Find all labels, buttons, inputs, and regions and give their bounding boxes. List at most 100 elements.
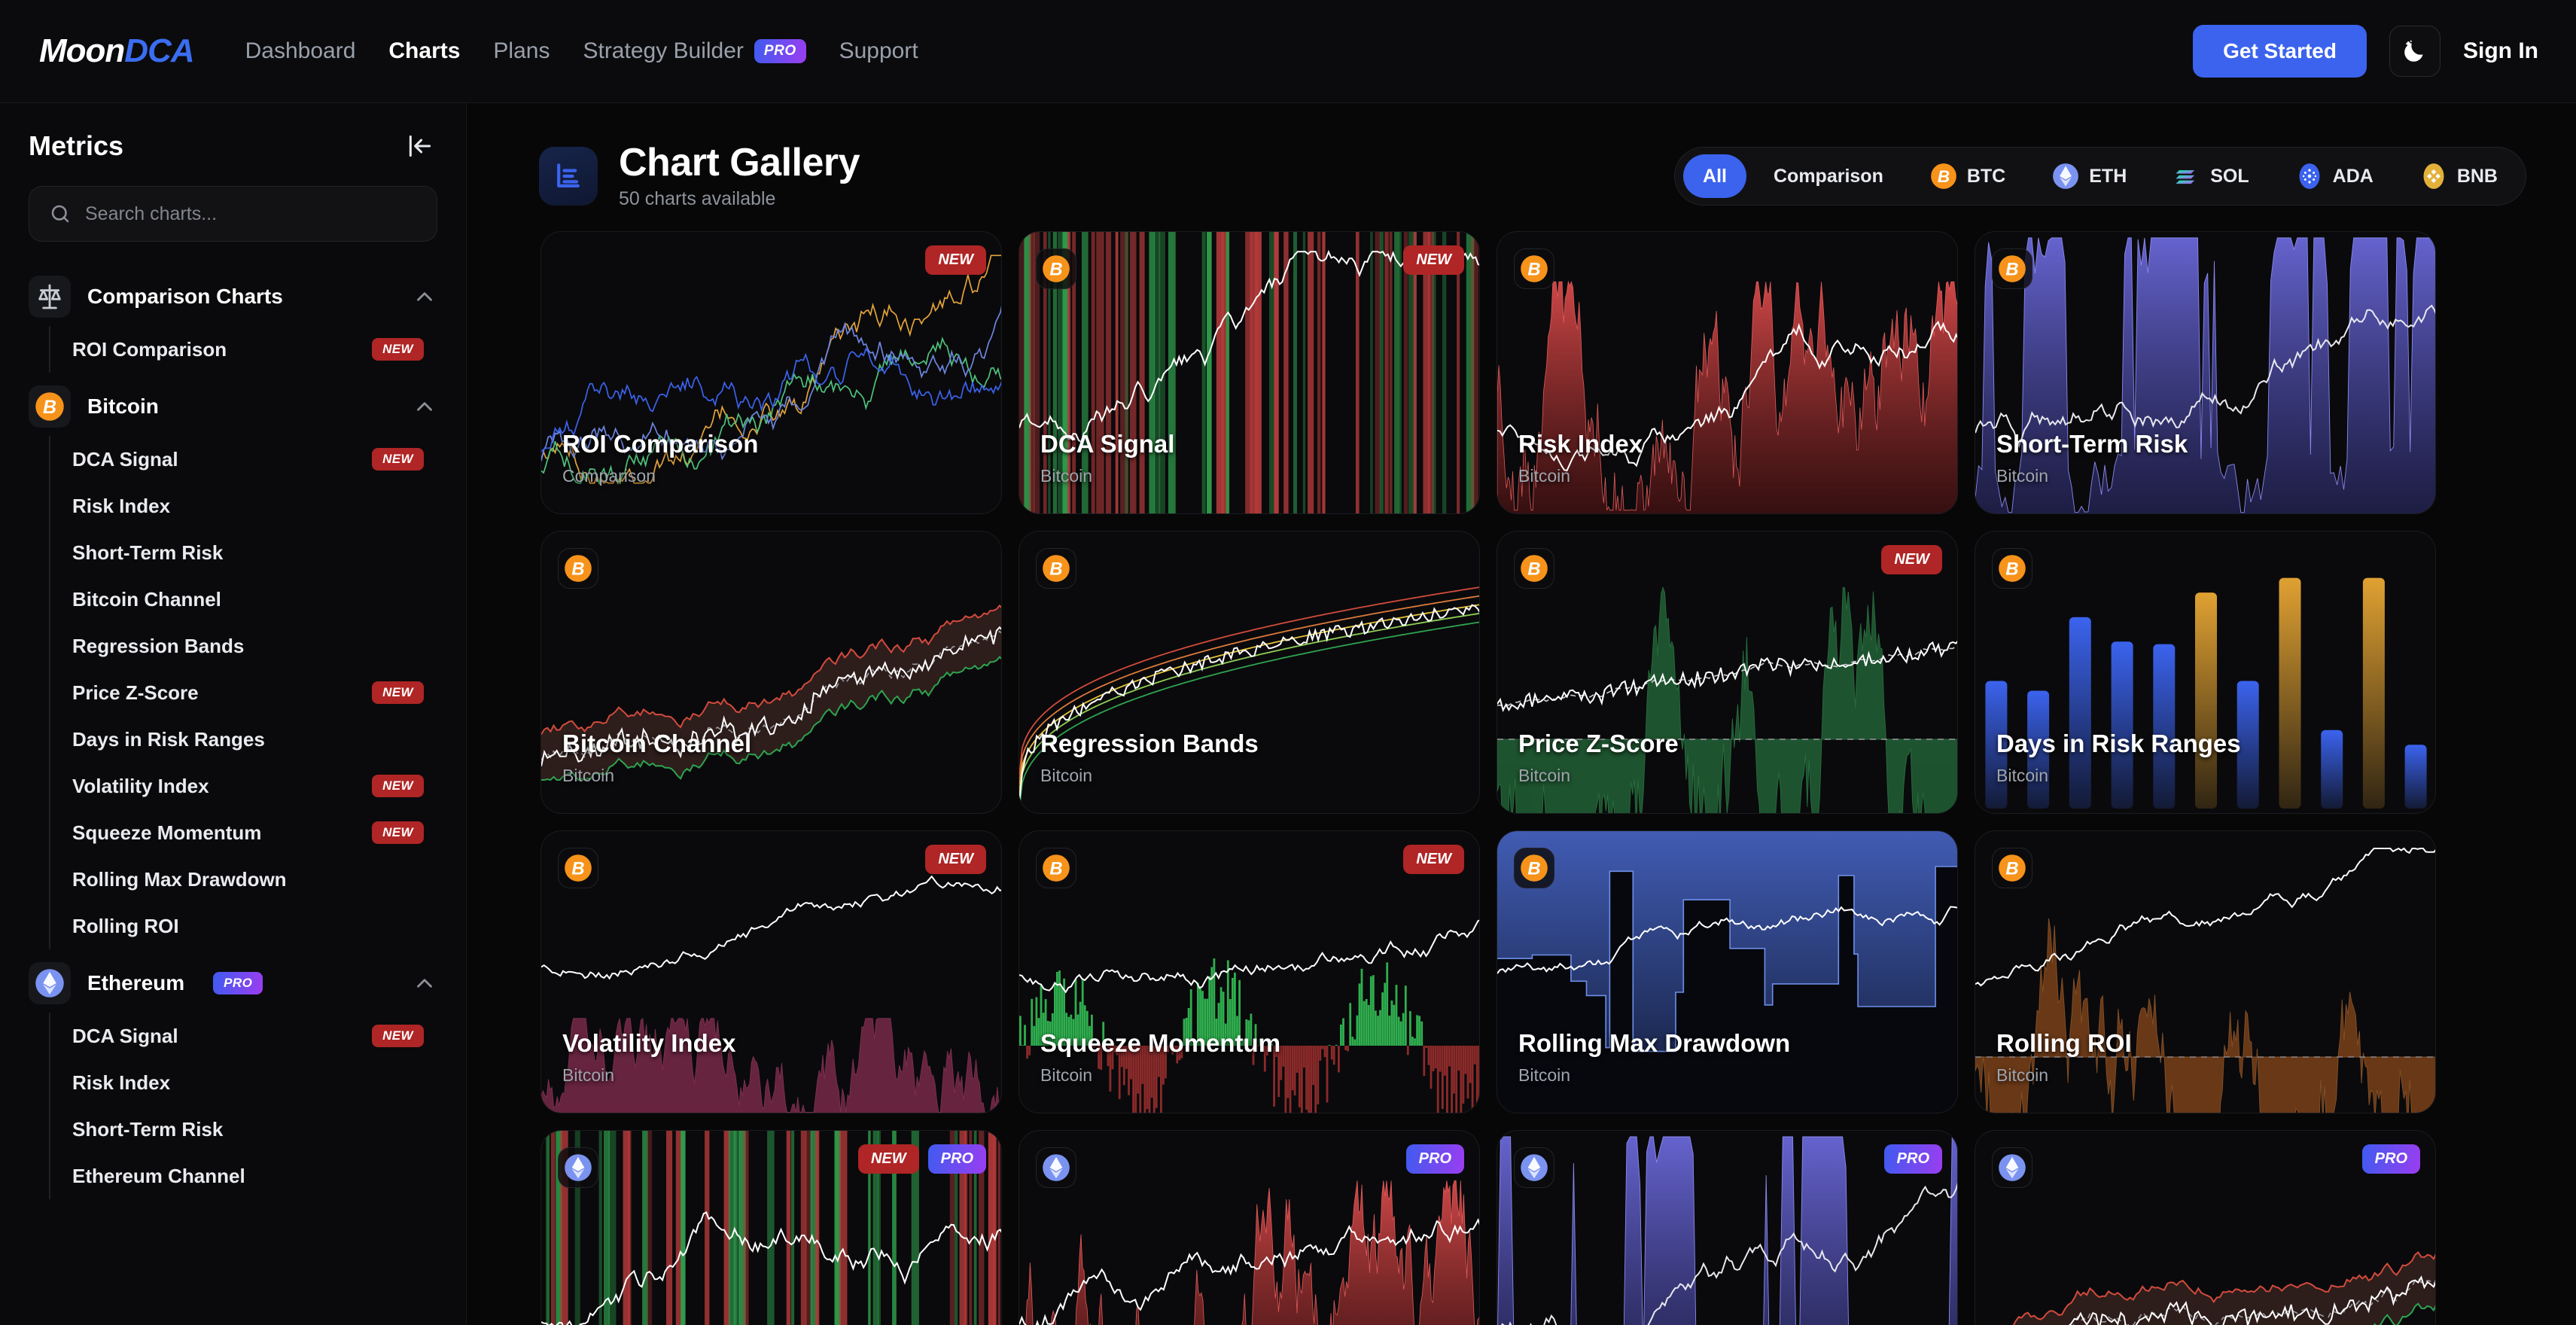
chart-card-volatility-index[interactable]: B NEW Volatility Index Bitcoin xyxy=(540,830,1002,1113)
chevron-up-icon[interactable] xyxy=(412,284,437,309)
chart-card-roi-comparison[interactable]: NEW ROI Comparison Comparison xyxy=(540,231,1002,514)
sidebar-group-list: Comparison Charts ROI Comparison NEW B Bitco… xyxy=(29,267,437,1199)
nav-link-plans[interactable]: Plans xyxy=(477,38,566,64)
top-navigation-bar: MoonDCA Dashboard Charts Plans Strategy Bui… xyxy=(0,0,2576,103)
sidebar-item-dca-signal[interactable]: DCA Signal NEW xyxy=(50,1013,437,1059)
sidebar-item-dca-signal[interactable]: DCA Signal NEW xyxy=(50,436,437,483)
filter-pill-comparison[interactable]: Comparison xyxy=(1754,154,1903,198)
chart-card-squeeze-momentum[interactable]: B NEW Squeeze Momentum Bitcoin xyxy=(1019,830,1480,1113)
pro-badge: PRO xyxy=(1883,1144,1942,1174)
sidebar-item-bitcoin-channel[interactable]: Bitcoin Channel xyxy=(50,576,437,623)
svg-text:B: B xyxy=(1527,259,1540,279)
sidebar-item-volatility-index[interactable]: Volatility Index NEW xyxy=(50,763,437,809)
chart-card-badges: PRO xyxy=(1405,1144,1464,1174)
get-started-button[interactable]: Get Started xyxy=(2193,25,2367,78)
sidebar-group-header[interactable]: Ethereum PRO xyxy=(29,954,437,1013)
sidebar-item-risk-index[interactable]: Risk Index xyxy=(50,1059,437,1106)
chart-card[interactable]: NEW PRO xyxy=(540,1130,1002,1325)
sidebar-item-roi-comparison[interactable]: ROI Comparison NEW xyxy=(50,326,437,373)
sidebar-search[interactable] xyxy=(29,186,437,242)
nav-link-charts[interactable]: Charts xyxy=(372,38,477,64)
bitcoin-icon: B xyxy=(1514,848,1554,888)
chart-card-text: Price Z-Score Bitcoin xyxy=(1518,730,1679,786)
sidebar-item-label: Risk Index xyxy=(72,494,171,517)
chart-card-title: Regression Bands xyxy=(1040,730,1259,757)
sidebar-collapse-button[interactable] xyxy=(403,129,437,163)
bitcoin-icon: B xyxy=(1992,248,2032,289)
chart-card-grid: NEW ROI Comparison Comparison B NEW DCA Signa… xyxy=(467,215,2576,1325)
brand-logo[interactable]: MoonDCA xyxy=(39,32,195,70)
sidebar-item-label: Regression Bands xyxy=(72,634,245,657)
sidebar-item-regression-bands[interactable]: Regression Bands xyxy=(50,623,437,669)
sidebar-item-rolling-roi[interactable]: Rolling ROI xyxy=(50,903,437,949)
filter-pill-bnb[interactable]: BNB xyxy=(2401,154,2517,198)
svg-text:B: B xyxy=(1049,559,1062,579)
sidebar-item-short-term-risk[interactable]: Short-Term Risk xyxy=(50,529,437,576)
sidebar-item-new-badge: NEW xyxy=(372,448,424,471)
chevron-up-icon[interactable] xyxy=(412,970,437,996)
chart-card-title: ROI Comparison xyxy=(562,430,759,458)
nav-link-label: Plans xyxy=(493,38,550,63)
chart-card-rolling-max-drawdown[interactable]: B Rolling Max Drawdown Bitcoin xyxy=(1497,830,1958,1113)
chart-card-dca-signal[interactable]: B NEW DCA Signal Bitcoin xyxy=(1019,231,1480,514)
chart-card-short-term-risk[interactable]: B Short-Term Risk Bitcoin xyxy=(1975,231,2436,514)
sidebar-group-header[interactable]: B Bitcoin xyxy=(29,377,437,436)
sidebar-item-squeeze-momentum[interactable]: Squeeze Momentum NEW xyxy=(50,809,437,856)
chart-card-subtitle: Bitcoin xyxy=(1518,1065,1571,1085)
moon-stars-icon xyxy=(2401,38,2428,65)
chart-card-subtitle: Bitcoin xyxy=(562,1065,615,1085)
chart-card[interactable]: PRO xyxy=(1975,1130,2436,1325)
sidebar-item-days-in-risk-ranges[interactable]: Days in Risk Ranges xyxy=(50,716,437,763)
filter-pill-eth[interactable]: ETH xyxy=(2032,154,2146,198)
ethereum-icon xyxy=(1036,1147,1076,1188)
new-badge: NEW xyxy=(1403,845,1464,874)
chart-card-risk-index[interactable]: B Risk Index Bitcoin xyxy=(1497,231,1958,514)
svg-text:B: B xyxy=(43,397,56,418)
sidebar-group-header[interactable]: Comparison Charts xyxy=(29,267,437,326)
ethereum-icon xyxy=(1514,1147,1554,1188)
sidebar-item-rolling-max-drawdown[interactable]: Rolling Max Drawdown xyxy=(50,856,437,903)
filter-pill-btc[interactable]: B BTC xyxy=(1911,154,2025,198)
chart-card-price-z-score[interactable]: B NEW Price Z-Score Bitcoin xyxy=(1497,531,1958,814)
pro-badge: PRO xyxy=(2361,1144,2420,1174)
theme-toggle-button[interactable] xyxy=(2389,26,2441,77)
chart-card-bitcoin-channel[interactable]: B Bitcoin Channel Bitcoin xyxy=(540,531,1002,814)
chart-card-regression-bands[interactable]: B Regression Bands Bitcoin xyxy=(1019,531,1480,814)
search-icon xyxy=(49,203,72,225)
page-header: Chart Gallery 50 charts available All Com… xyxy=(467,103,2576,215)
nav-link-support[interactable]: Support xyxy=(823,38,935,64)
filter-pill-all[interactable]: All xyxy=(1683,154,1746,198)
chevron-up-icon[interactable] xyxy=(412,394,437,419)
sidebar-item-new-badge: NEW xyxy=(372,681,424,704)
sidebar-item-risk-index[interactable]: Risk Index xyxy=(50,483,437,529)
sidebar-item-label: DCA Signal xyxy=(72,1024,178,1047)
bitcoin-icon: B xyxy=(558,548,598,589)
sidebar-item-label: Risk Index xyxy=(72,1071,171,1094)
chart-card-subtitle: Bitcoin xyxy=(1996,466,2049,486)
bitcoin-icon: B xyxy=(1036,248,1076,289)
cardano-icon xyxy=(2296,163,2323,190)
chart-card[interactable]: PRO xyxy=(1019,1130,1480,1325)
search-input[interactable] xyxy=(85,203,417,225)
sign-in-link[interactable]: Sign In xyxy=(2463,38,2538,63)
svg-text:B: B xyxy=(1049,259,1062,279)
new-badge: NEW xyxy=(1881,545,1942,574)
nav-link-dashboard[interactable]: Dashboard xyxy=(229,38,373,64)
nav-link-strategy-builder[interactable]: Strategy Builder PRO xyxy=(566,38,822,64)
filter-pill-ada[interactable]: ADA xyxy=(2276,154,2393,198)
pro-badge: PRO xyxy=(927,1144,986,1174)
filter-pill-sol[interactable]: SOL xyxy=(2154,154,2268,198)
chart-card-rolling-roi[interactable]: B Rolling ROI Bitcoin xyxy=(1975,830,2436,1113)
bitcoin-icon: B xyxy=(1036,548,1076,589)
new-badge: NEW xyxy=(1403,245,1464,275)
chart-card-days-in-risk-ranges[interactable]: B Days in Risk Ranges Bitcoin xyxy=(1975,531,2436,814)
chart-card[interactable]: PRO xyxy=(1497,1130,1958,1325)
sidebar-item-price-z-score[interactable]: Price Z-Score NEW xyxy=(50,669,437,716)
sidebar-item-ethereum-channel[interactable]: Ethereum Channel xyxy=(50,1153,437,1199)
chart-card-text: Days in Risk Ranges Bitcoin xyxy=(1996,730,2241,786)
asset-filter-bar: All Comparison B BTC ETH SOL ADA BNB xyxy=(1674,147,2526,206)
chart-card-title: Rolling ROI xyxy=(1996,1029,2132,1057)
sidebar-item-label: Days in Risk Ranges xyxy=(72,727,265,751)
chart-card-title: Short-Term Risk xyxy=(1996,430,2188,458)
sidebar-item-short-term-risk[interactable]: Short-Term Risk xyxy=(50,1106,437,1153)
